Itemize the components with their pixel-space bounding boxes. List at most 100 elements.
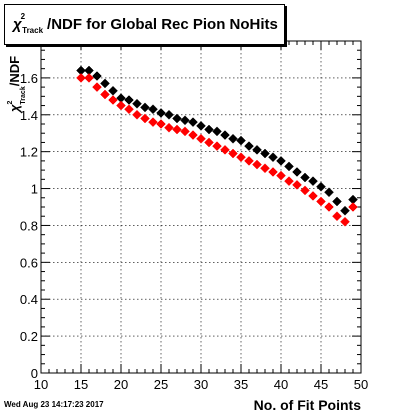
data-point-black [108, 85, 118, 96]
data-point-red [348, 202, 358, 212]
data-point-black [132, 98, 142, 109]
x-tick-label: 20 [114, 377, 128, 392]
y-tick-label: 0.6 [20, 255, 38, 270]
data-point-red [300, 185, 310, 196]
data-point-red [252, 159, 262, 170]
y-tick-label: 1.6 [20, 71, 38, 86]
data-point-black [172, 113, 182, 124]
title-text: /NDF for Global Rec Pion NoHits [47, 16, 278, 33]
data-point-black [140, 102, 150, 113]
data-point-black [244, 141, 254, 151]
data-point-red [244, 156, 254, 166]
y-tick-label: 1.4 [20, 108, 38, 123]
data-point-black [268, 152, 278, 163]
chart-title: χ 2 Track/NDF for Global Rec Pion NoHits [4, 4, 285, 45]
timestamp-footer: Wed Aug 23 14:17:23 2017 [4, 400, 104, 409]
data-point-red [92, 82, 102, 92]
y-tick-label: 1.2 [20, 145, 38, 160]
data-point-black [292, 167, 302, 177]
data-point-red [340, 216, 350, 227]
data-point-red [156, 119, 166, 129]
grid-lines [41, 41, 361, 373]
data-point-red [220, 144, 230, 155]
data-point-red [124, 104, 134, 115]
data-point-red [292, 180, 302, 190]
x-tick-label: 15 [74, 377, 88, 392]
data-point-red [164, 122, 174, 133]
data-point-red [316, 196, 326, 207]
y-axis-label-symbol: χ [7, 104, 22, 114]
data-point-black [124, 95, 134, 105]
data-point-red [188, 130, 198, 140]
data-point-red [140, 113, 150, 124]
x-tick-label: 30 [194, 377, 208, 392]
data-point-red [84, 73, 94, 83]
data-point-black [92, 71, 102, 81]
y-axis-label-sup: 2 [7, 100, 14, 104]
title-symbol: χ [13, 16, 22, 33]
data-point-black [332, 196, 342, 207]
y-axis-label-suffix: /NDF [7, 56, 22, 86]
data-point-red [324, 202, 334, 212]
x-tick-label: 35 [234, 377, 248, 392]
data-point-black [100, 78, 110, 89]
y-axis-label-sub: Track [20, 86, 27, 104]
data-point-red [180, 126, 190, 137]
data-point-red [172, 124, 182, 135]
axis-ticks [40, 41, 362, 374]
data-point-black [276, 156, 286, 166]
x-axis-label: No. of Fit Points [254, 397, 362, 413]
x-tick-label: 40 [274, 377, 288, 392]
data-point-black [220, 130, 230, 140]
data-point-red [148, 117, 158, 128]
data-point-black [324, 187, 334, 198]
data-point-black [212, 126, 222, 137]
plot-frame [40, 40, 362, 374]
data-point-black [164, 109, 174, 120]
y-tick-label: 0 [31, 366, 38, 381]
data-point-red [212, 141, 222, 151]
data-point-red [260, 163, 270, 174]
title-superscript: 2 [20, 12, 26, 21]
data-point-black [260, 148, 270, 159]
data-point-black [300, 172, 310, 183]
y-tick-label: 0.4 [20, 292, 38, 307]
data-point-black [156, 108, 166, 118]
data-point-black [284, 161, 294, 172]
x-tick-label: 50 [354, 377, 368, 392]
data-point-black [308, 176, 318, 187]
y-tick-label: 1 [31, 182, 38, 197]
title-subscript: Track [22, 26, 44, 35]
data-point-red [132, 109, 142, 120]
x-tick-label: 45 [314, 377, 328, 392]
data-point-red [108, 95, 118, 105]
data-point-black [252, 144, 262, 155]
x-tick-labels: 10 15 20 25 30 35 40 45 50 [34, 377, 368, 392]
y-tick-label: 0.8 [20, 218, 38, 233]
data-point-black [196, 120, 206, 131]
data-point-red [332, 211, 342, 222]
data-point-black [228, 133, 238, 144]
data-point-red [196, 133, 206, 144]
data-points [76, 65, 358, 227]
data-point-red [116, 100, 126, 111]
data-point-black [204, 124, 214, 135]
data-point-red [236, 152, 246, 163]
data-point-black [316, 181, 326, 192]
data-point-black [188, 117, 198, 128]
data-point-red [76, 73, 86, 83]
data-point-red [204, 137, 214, 148]
data-point-red [308, 191, 318, 201]
x-tick-label: 25 [154, 377, 168, 392]
data-point-black [236, 135, 246, 146]
data-point-black [180, 115, 190, 126]
data-point-red [228, 148, 238, 159]
y-tick-label: 0.2 [20, 329, 38, 344]
data-point-black [340, 205, 350, 216]
x-tick-label: 10 [34, 377, 48, 392]
data-point-red [100, 89, 110, 100]
data-point-red [268, 167, 278, 177]
data-point-red [284, 176, 294, 187]
